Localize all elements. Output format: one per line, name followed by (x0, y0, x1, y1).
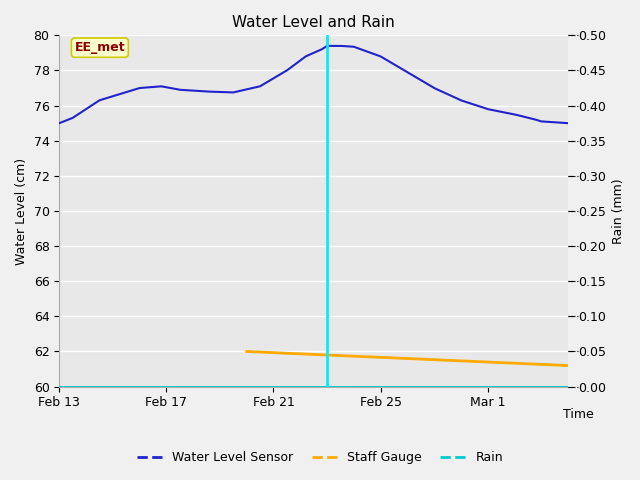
Y-axis label: Water Level (cm): Water Level (cm) (15, 157, 28, 264)
Y-axis label: Rain (mm): Rain (mm) (612, 178, 625, 244)
Text: EE_met: EE_met (74, 41, 125, 54)
Title: Water Level and Rain: Water Level and Rain (232, 15, 395, 30)
X-axis label: Time: Time (563, 408, 593, 420)
Legend: Water Level Sensor, Staff Gauge, Rain: Water Level Sensor, Staff Gauge, Rain (132, 446, 508, 469)
